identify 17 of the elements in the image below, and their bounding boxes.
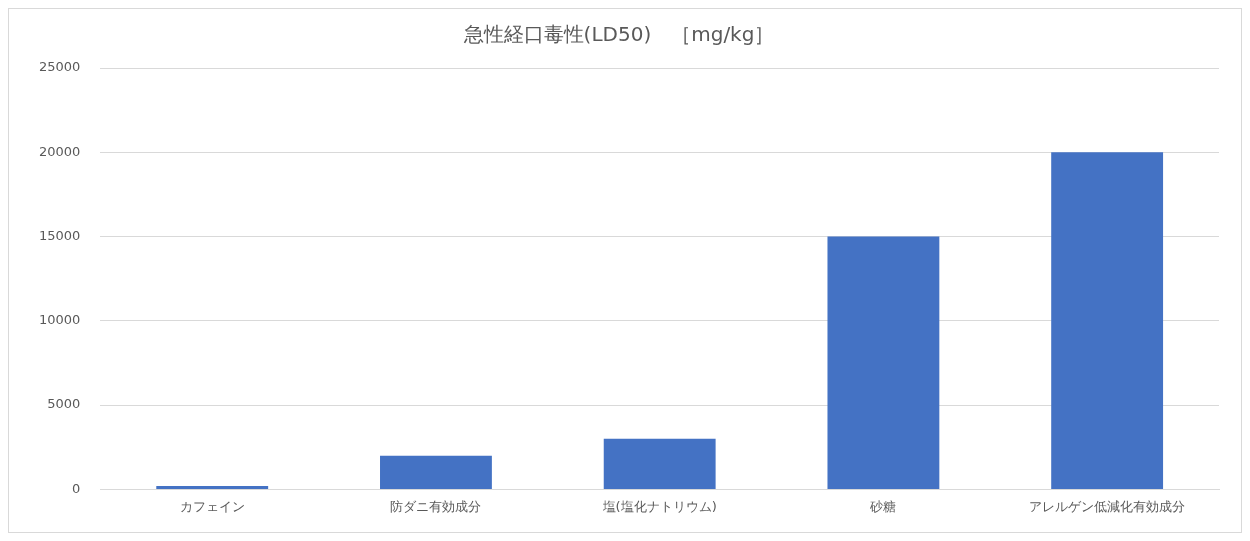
y-tick-label: 0	[72, 480, 81, 496]
bar	[603, 438, 716, 489]
x-tick-label: カフェイン	[179, 498, 245, 514]
bar	[156, 486, 269, 489]
bar	[1051, 152, 1164, 489]
bar	[380, 455, 492, 489]
x-tick-label: アレルゲン低減化有効成分	[1029, 498, 1186, 514]
y-tick-label: 5000	[47, 396, 81, 412]
y-tick-label: 15000	[39, 227, 81, 243]
chart-title: 急性経口毒性(LD50) ［mg/kg］	[462, 22, 775, 47]
y-tick-label: 10000	[39, 312, 81, 328]
x-tick-label: 防ダニ有効成分	[390, 498, 482, 514]
y-tick-label: 25000	[39, 59, 81, 75]
x-tick-label: 砂糖	[869, 498, 897, 514]
bar	[827, 236, 940, 489]
y-tick-label: 20000	[39, 143, 81, 159]
x-tick-label: 塩(塩化ナトリウム)	[601, 498, 717, 514]
